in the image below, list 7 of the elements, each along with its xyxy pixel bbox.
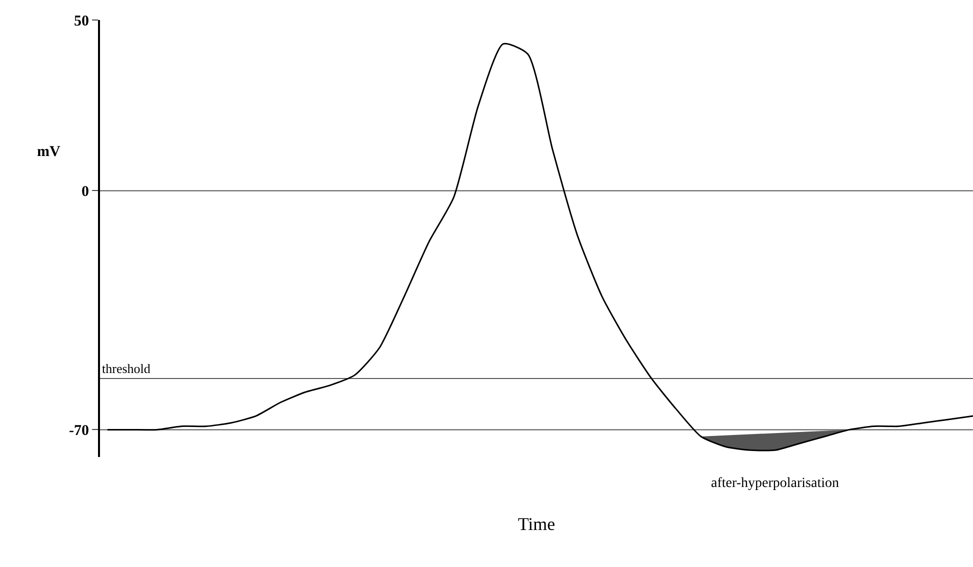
x-axis-title: Time [518,514,556,534]
y-tick-label: 50 [74,13,89,30]
y-tick-label: -70 [69,422,89,439]
y-tick-label: 0 [82,184,89,200]
ref-line-label: threshold [102,361,151,376]
text: after-hyperpolarisation [711,476,839,491]
y-axis-title: mV [37,144,60,160]
